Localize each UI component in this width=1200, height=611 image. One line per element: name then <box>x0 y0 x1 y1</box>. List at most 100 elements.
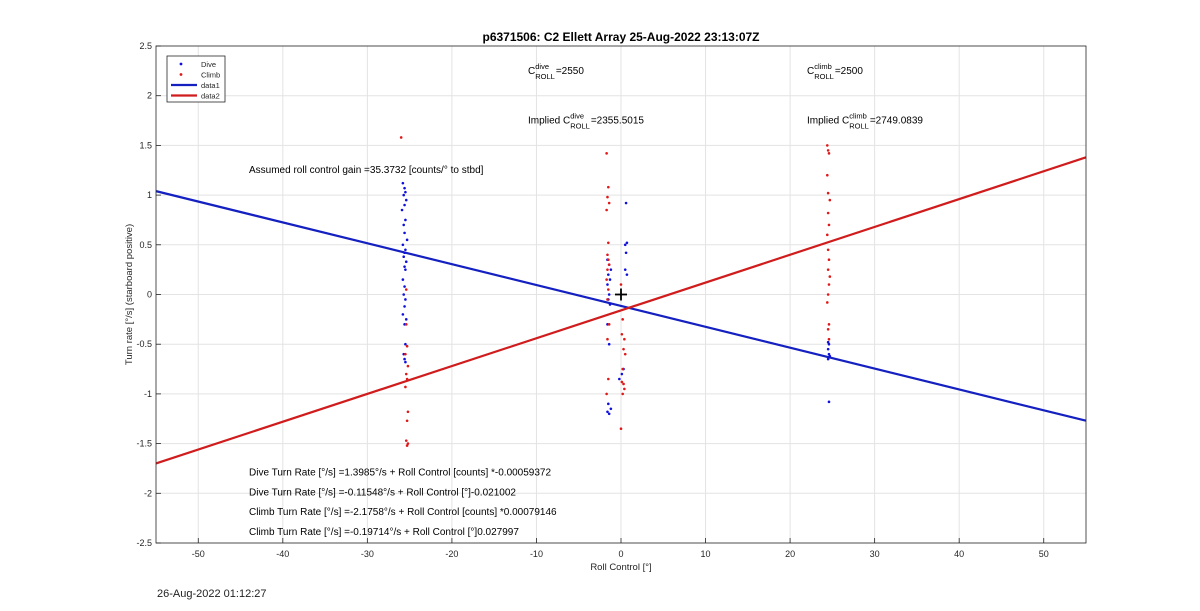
data-point-climb <box>605 152 608 155</box>
data-point-dive <box>402 255 406 259</box>
data-point-dive <box>404 190 407 194</box>
x-tick-label: 40 <box>954 549 964 559</box>
data-point-dive <box>402 293 406 296</box>
footer-timestamp: 26-Aug-2022 01:12:27 <box>157 588 267 600</box>
data-point-dive <box>607 402 610 406</box>
data-point-climb <box>607 288 610 291</box>
annotation-8: Climb Turn Rate [°/s] =-0.19714°/s + Rol… <box>249 527 519 538</box>
data-point-climb <box>827 258 831 262</box>
data-point-dive <box>826 340 830 344</box>
data-point-dive <box>826 357 830 361</box>
data-point-dive <box>401 278 405 281</box>
data-point-dive <box>403 305 406 308</box>
data-point-dive <box>403 251 406 255</box>
data-point-climb <box>825 144 829 147</box>
data-point-dive <box>607 273 610 276</box>
x-tick-label: -50 <box>192 549 205 559</box>
data-point-climb <box>605 392 608 396</box>
data-point-climb <box>622 382 625 386</box>
data-point-climb <box>607 377 610 381</box>
data-point-climb <box>827 323 831 326</box>
x-tick-label: -10 <box>530 549 543 559</box>
y-tick-label: -0.5 <box>136 339 152 349</box>
data-point-climb <box>825 173 829 177</box>
annotation-7: Climb Turn Rate [°/s] =-2.1758°/s + Roll… <box>249 507 557 518</box>
data-point-dive <box>624 201 628 205</box>
data-point-climb <box>405 419 409 423</box>
annotation-1: Cclimb ROLL=2500 <box>807 62 863 81</box>
data-point-climb <box>404 372 408 376</box>
x-tick-label: 10 <box>701 549 711 559</box>
data-point-climb <box>826 327 830 331</box>
y-tick-label: 1.5 <box>139 140 152 150</box>
data-point-climb <box>404 385 407 389</box>
data-point-climb <box>827 223 831 227</box>
data-point-dive <box>620 372 624 376</box>
data-point-climb <box>607 241 610 245</box>
data-point-climb <box>607 263 611 266</box>
legend-label: data2 <box>201 92 220 101</box>
data-point-dive <box>625 241 629 245</box>
y-tick-label: 2 <box>147 91 152 101</box>
data-point-climb <box>619 427 623 430</box>
x-tick-label: -30 <box>361 549 374 559</box>
data-point-dive <box>401 313 405 316</box>
data-point-climb <box>405 377 409 381</box>
data-point-climb <box>619 283 623 286</box>
data-point-climb <box>623 387 626 391</box>
annotation-2: Implied Cdive ROLL=2355.5015 <box>528 112 644 131</box>
data-point-climb <box>828 275 832 278</box>
data-point-dive <box>606 410 609 414</box>
data-point-climb <box>406 410 410 414</box>
data-point-climb <box>828 198 832 202</box>
data-point-dive <box>828 354 832 358</box>
data-point-dive <box>608 303 612 306</box>
annotation-3: Implied Cclimb ROLL=2749.0839 <box>807 112 923 131</box>
x-tick-label: 20 <box>785 549 795 559</box>
data-point-dive <box>609 268 613 271</box>
data-point-climb <box>404 288 408 291</box>
data-point-climb <box>406 442 410 445</box>
x-axis-label: Roll Control [°] <box>590 562 651 573</box>
data-point-climb <box>826 293 830 296</box>
data-point-dive <box>404 198 408 202</box>
data-point-dive <box>405 238 409 242</box>
data-point-climb <box>826 211 830 215</box>
legend-box <box>166 55 226 103</box>
data-point-climb <box>827 283 831 286</box>
data-point-dive <box>827 352 831 356</box>
data-point-dive <box>401 181 405 185</box>
data-point-climb <box>622 347 625 351</box>
data-point-dive <box>404 318 408 321</box>
y-tick-label: -2.5 <box>136 538 152 548</box>
y-tick-label: 0 <box>147 290 152 300</box>
annotation-5: Dive Turn Rate [°/s] =1.3985°/s + Roll C… <box>249 467 551 478</box>
y-tick-label: 1 <box>147 190 152 200</box>
legend-marker <box>179 73 183 76</box>
chart-title: p6371506: C2 Ellett Array 25-Aug-2022 23… <box>482 30 759 44</box>
data-point-dive <box>404 248 407 252</box>
data-point-climb <box>404 352 407 356</box>
data-point-dive <box>827 400 831 404</box>
data-point-climb <box>827 337 831 341</box>
annotation-6: Dive Turn Rate [°/s] =-0.11548°/s + Roll… <box>249 487 516 498</box>
data-point-dive <box>404 268 407 271</box>
y-tick-label: -2 <box>144 488 152 498</box>
data-point-dive <box>401 243 405 247</box>
data-point-dive <box>607 342 611 346</box>
data-point-climb <box>825 233 829 237</box>
data-point-dive <box>827 342 831 346</box>
data-point-dive <box>402 193 406 197</box>
data-point-dive <box>607 412 611 416</box>
data-point-climb <box>404 439 408 442</box>
data-point-climb <box>606 298 609 301</box>
legend-label: Climb <box>201 71 220 80</box>
data-point-climb <box>405 444 409 447</box>
data-point-climb <box>826 248 830 252</box>
data-point-climb <box>606 268 609 271</box>
y-tick-label: -1.5 <box>136 439 152 449</box>
series-line-data1 <box>155 190 1087 422</box>
data-point-dive <box>826 347 830 351</box>
data-point-dive <box>624 251 628 255</box>
data-point-dive <box>608 278 612 281</box>
